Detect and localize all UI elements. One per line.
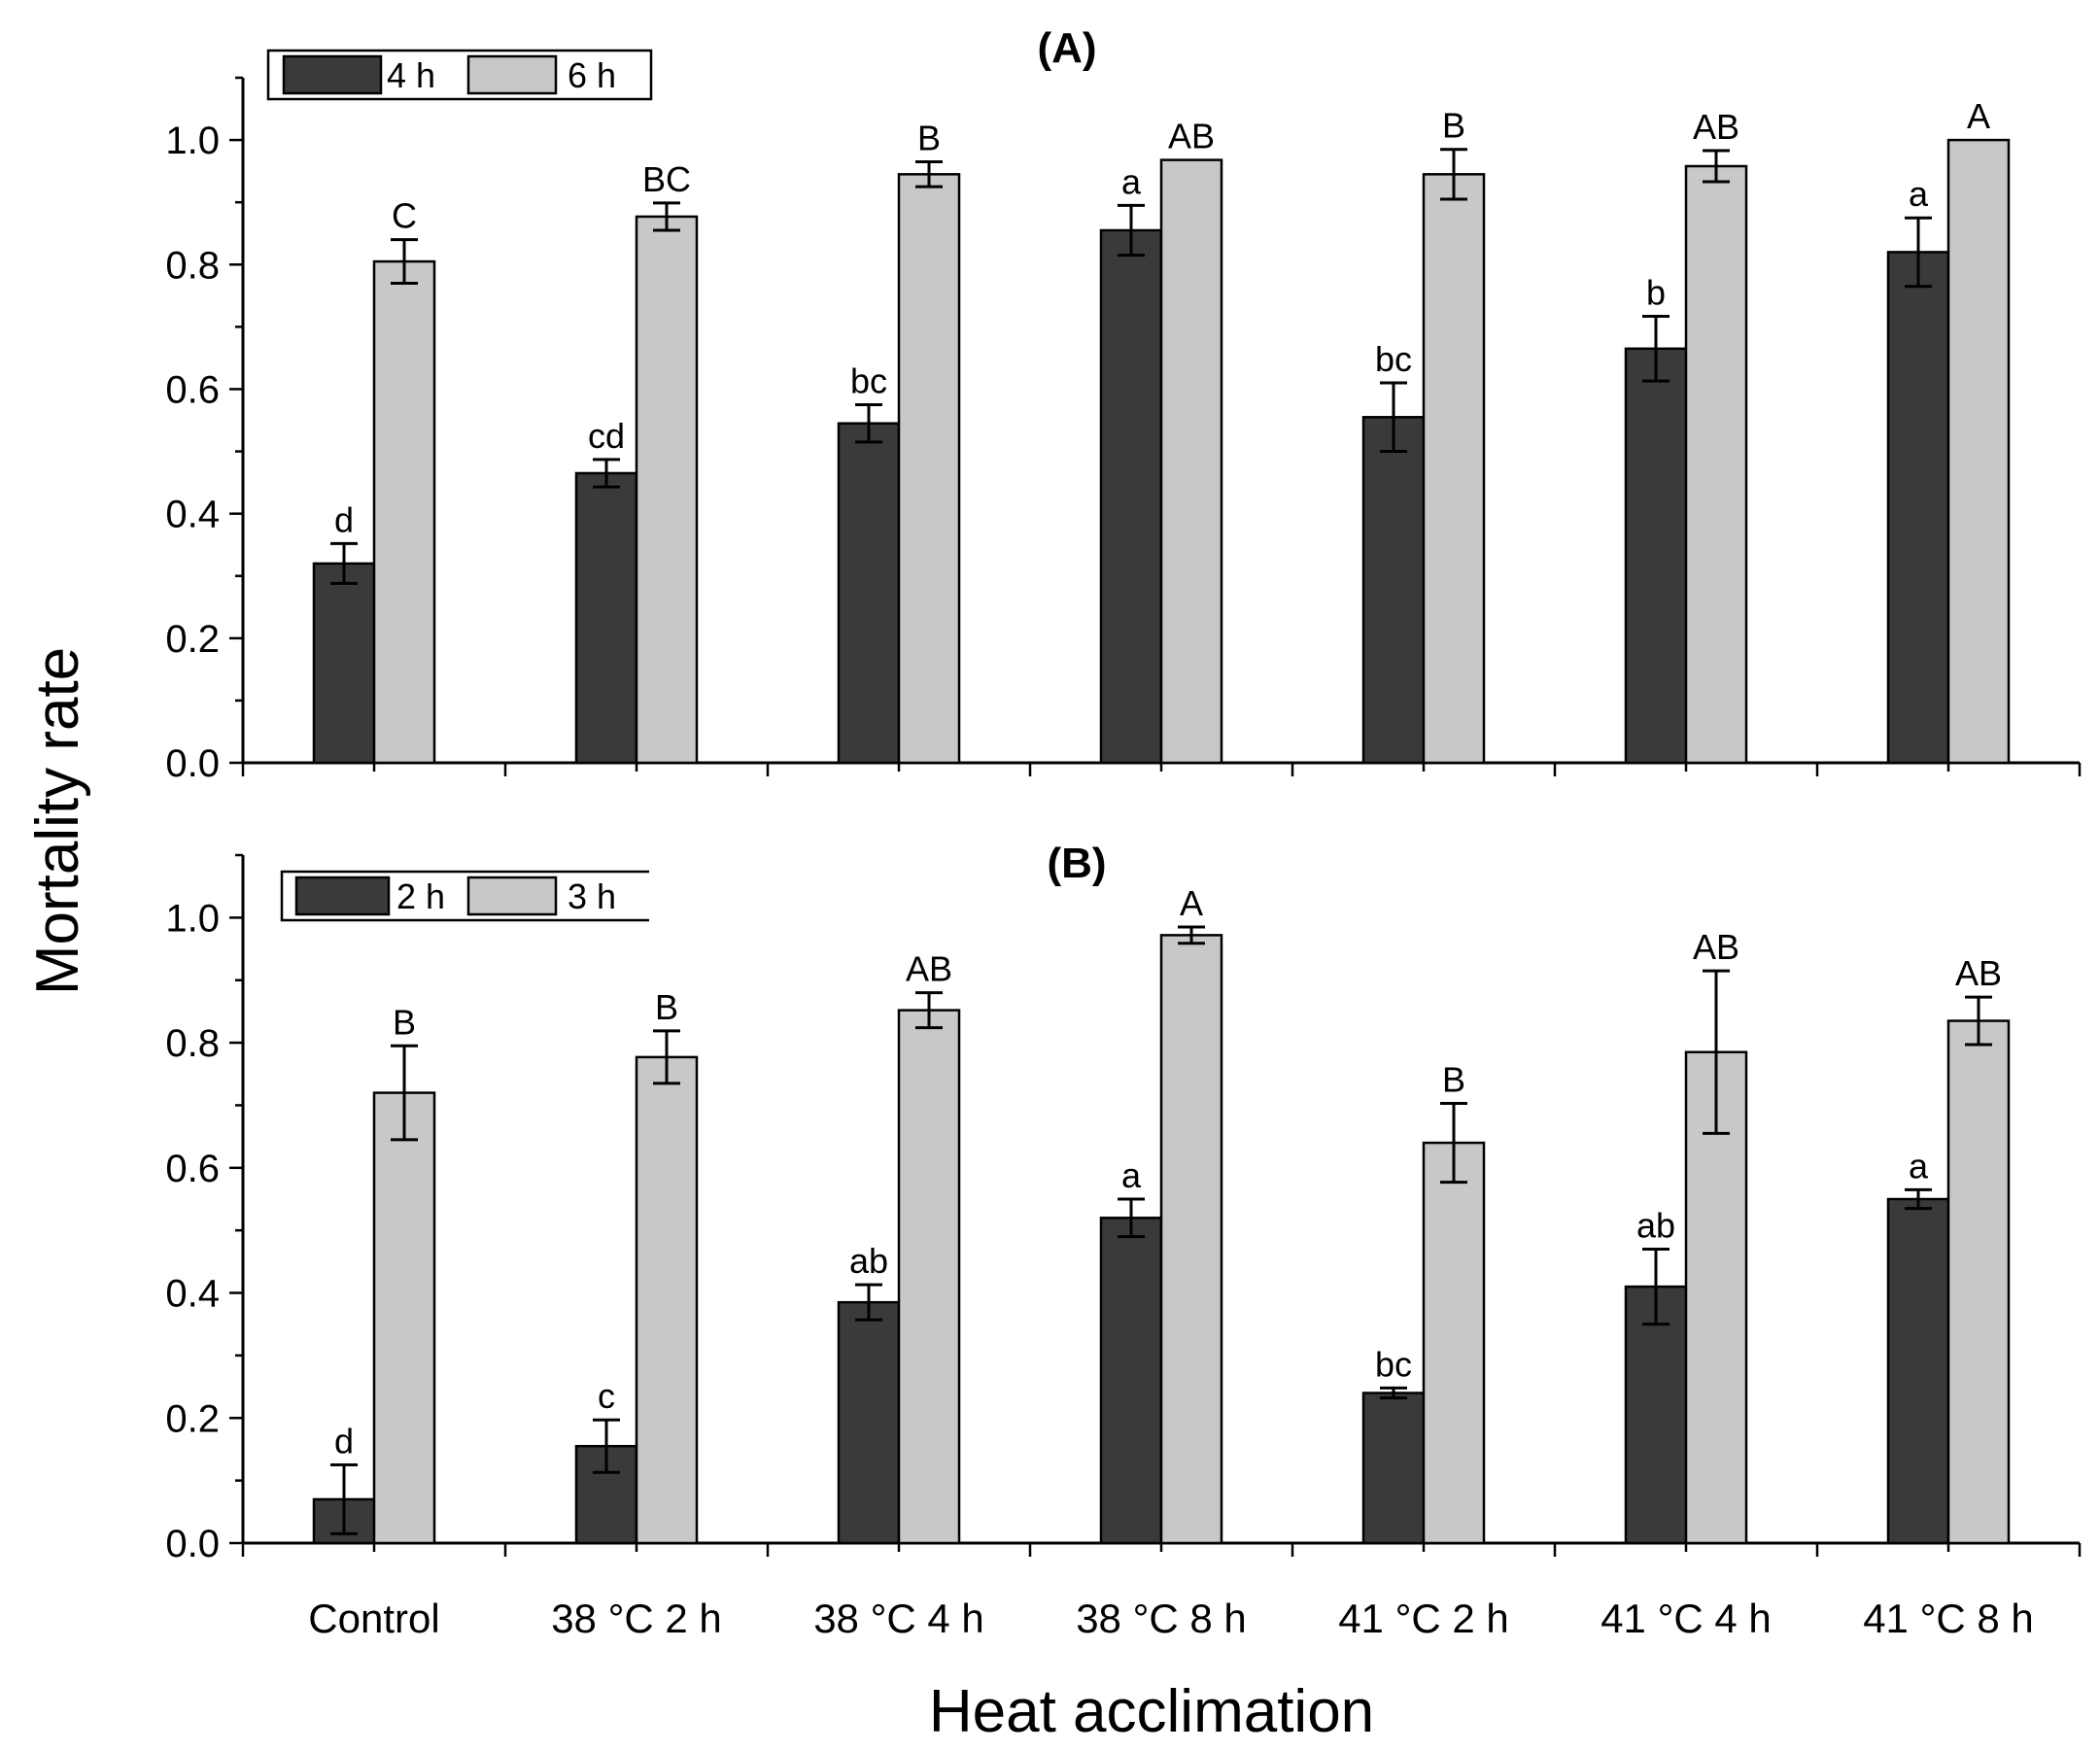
significance-letter: a <box>1121 1155 1142 1195</box>
y-tick-label: 0.2 <box>165 618 220 661</box>
bar-light <box>1946 1019 2011 1545</box>
x-category-label: Control <box>308 1596 439 1641</box>
x-category-label: 38 °C 2 h <box>551 1596 722 1641</box>
significance-letter: AB <box>1693 107 1739 147</box>
legend-label-6h: 6 h <box>568 55 616 95</box>
significance-letter: a <box>1909 1146 1929 1185</box>
bar-light <box>1422 1141 1486 1545</box>
x-category-labels: Control 38 °C 2 h 38 °C 4 h 38 °C 8 h 41 °C … <box>308 1596 2033 1641</box>
significance-letter: B <box>1442 1060 1465 1100</box>
significance-letter: B <box>393 1002 416 1042</box>
significance-letter: AB <box>1955 953 2002 993</box>
bar-light <box>1159 158 1223 765</box>
significance-letter: A <box>1967 96 1990 136</box>
panel-b-title: (B) <box>1047 840 1106 887</box>
significance-letter: b <box>1646 272 1666 312</box>
bar-dark <box>574 471 638 765</box>
bar-dark <box>837 422 901 765</box>
panel-a-title: (A) <box>1037 24 1096 72</box>
bar-light <box>1684 164 1748 765</box>
bar-light <box>1422 173 1486 765</box>
bar-dark <box>1886 251 1950 765</box>
significance-letter: B <box>655 987 678 1027</box>
x-category-label: 41 °C 4 h <box>1601 1596 1772 1641</box>
legend-swatch-light <box>466 54 558 95</box>
panel-b-legend: 2 h 3 h <box>280 870 649 922</box>
significance-letter: AB <box>1168 117 1215 156</box>
y-tick-label: 1.0 <box>165 897 220 940</box>
y-axis-title: Mortality rate <box>24 647 91 995</box>
bar-dark <box>1624 347 1688 765</box>
bar-light <box>372 259 436 765</box>
legend-label-2h: 2 h <box>396 876 445 916</box>
significance-letter: A <box>1180 883 1203 923</box>
y-tick-label: 0.8 <box>165 1022 220 1065</box>
x-axis-title: Heat acclimation <box>929 1678 1374 1745</box>
significance-letter: d <box>334 499 354 539</box>
bar-dark <box>1361 416 1426 765</box>
x-category-label: 41 °C 2 h <box>1338 1596 1509 1641</box>
legend-label-3h: 3 h <box>568 876 616 916</box>
bar-dark <box>1099 1217 1163 1545</box>
bar-dark <box>312 562 376 765</box>
y-tick-label: 0.6 <box>165 1148 220 1190</box>
bar-light <box>1946 138 2011 765</box>
significance-letter: B <box>1442 106 1465 146</box>
bar-light <box>897 173 961 765</box>
panel-a: (A) 0.0 0.2 0.4 0.6 0.8 1.0 d cd bc a bc b a C BC B AB B… <box>165 24 2082 785</box>
bar-light <box>635 215 699 765</box>
significance-letter: B <box>917 119 941 158</box>
significance-letter: BC <box>642 159 691 199</box>
bar-dark <box>1099 228 1163 765</box>
y-tick-label: 1.0 <box>165 120 220 162</box>
significance-letter: AB <box>906 949 952 989</box>
y-tick-label: 0.0 <box>165 742 220 785</box>
panel-a-bars: d cd bc a bc b a C BC B AB B AB A <box>312 96 2011 765</box>
legend-swatch-dark <box>294 876 391 916</box>
y-tick-label: 0.8 <box>165 244 220 287</box>
bar-light <box>1159 934 1223 1545</box>
significance-letter: bc <box>1375 339 1412 379</box>
bar-light <box>897 1009 961 1545</box>
x-category-label: 38 °C 8 h <box>1076 1596 1247 1641</box>
x-category-label: 38 °C 4 h <box>813 1596 984 1641</box>
bar-dark <box>574 1444 638 1545</box>
significance-letter: bc <box>1375 1344 1412 1384</box>
significance-letter: cd <box>588 416 625 456</box>
significance-letter: AB <box>1693 927 1739 967</box>
significance-letter: ab <box>1636 1205 1675 1245</box>
bar-dark <box>1886 1197 1950 1545</box>
bar-dark <box>1361 1391 1426 1545</box>
legend-swatch-light <box>466 876 558 916</box>
panel-a-axes: 0.0 0.2 0.4 0.6 0.8 1.0 <box>165 76 2082 785</box>
y-tick-label: 0.2 <box>165 1397 220 1440</box>
significance-letter: C <box>392 196 417 236</box>
legend-swatch-dark <box>282 54 383 95</box>
panel-a-legend: 4 h 6 h <box>266 49 653 101</box>
significance-letter: bc <box>850 361 887 400</box>
y-tick-label: 0.4 <box>165 1273 220 1316</box>
significance-letter: d <box>334 1422 354 1461</box>
y-tick-label: 0.4 <box>165 494 220 536</box>
x-category-label: 41 °C 8 h <box>1863 1596 2034 1641</box>
significance-letter: a <box>1121 161 1142 201</box>
significance-letter: ab <box>849 1241 888 1281</box>
bar-light <box>372 1091 436 1545</box>
bar-dark <box>837 1300 901 1545</box>
y-tick-label: 0.0 <box>165 1523 220 1565</box>
legend-label-4h: 4 h <box>387 55 435 95</box>
bar-light <box>635 1055 699 1545</box>
significance-letter: c <box>598 1376 615 1416</box>
significance-letter: a <box>1909 174 1929 214</box>
y-tick-label: 0.6 <box>165 368 220 411</box>
